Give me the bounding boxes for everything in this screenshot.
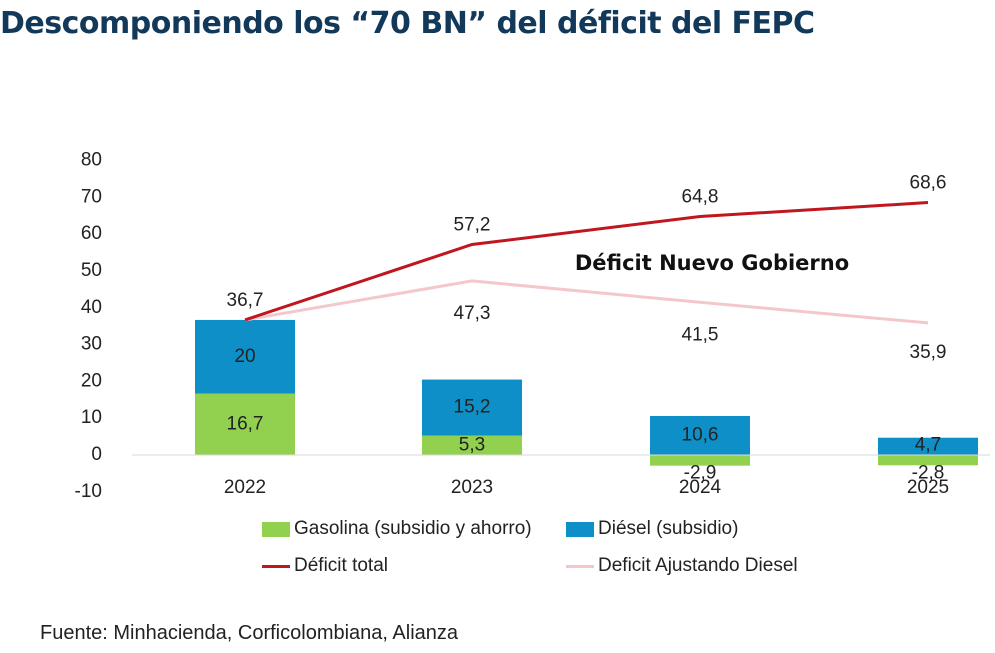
- x-tick-label: 2022: [224, 477, 266, 498]
- legend-label-deficit-total: Déficit total: [294, 555, 388, 576]
- data-label-deficit-ajustando: 35,9: [910, 342, 947, 363]
- line-deficit-ajustando: [244, 279, 929, 325]
- x-tick-label: 2024: [679, 477, 722, 498]
- legend-swatch-diesel: [566, 521, 594, 537]
- data-label-gasolina: 5,3: [459, 434, 485, 455]
- y-tick-label: 50: [81, 260, 102, 281]
- legend-item-deficit-total: Déficit total: [262, 555, 388, 577]
- data-label-diesel: 15,2: [454, 397, 491, 418]
- legend-item-diesel: Diésel (subsidio): [566, 518, 738, 540]
- legend-label-diesel: Diésel (subsidio): [598, 518, 739, 539]
- data-label-deficit-total: 57,2: [454, 215, 491, 236]
- data-label-deficit-total: 36,7: [227, 290, 264, 311]
- chart: -10 0 10 20 30 40 50 60 70 80 2022 2023 2024 2025 16,7…: [75, 150, 990, 502]
- bar-gasolina: [195, 393, 295, 455]
- y-tick-label: 80: [81, 150, 102, 171]
- source-note: Fuente: Minhacienda, Corficolombiana, Al…: [40, 622, 459, 644]
- annotation-deficit-nuevo-gobierno: Déficit Nuevo Gobierno: [575, 251, 849, 275]
- bar-gasolina: [878, 455, 978, 466]
- data-label-gasolina: -2,8: [912, 462, 945, 483]
- data-label-diesel: 4,7: [915, 435, 941, 456]
- data-label-diesel: 20: [234, 346, 255, 367]
- y-tick-label: 20: [81, 370, 102, 391]
- bar-diesel: [650, 415, 750, 455]
- bar-gasolina: [650, 455, 750, 466]
- x-tick-label: 2023: [451, 477, 493, 498]
- y-tick-label: 70: [81, 186, 102, 207]
- y-tick-label: 30: [81, 334, 102, 355]
- bar-diesel: [878, 437, 978, 455]
- x-tick-label: 2025: [907, 477, 949, 498]
- legend-label-gasolina: Gasolina (subsidio y ahorro): [294, 518, 532, 539]
- legend-label-deficit-ajustando: Deficit Ajustando Diesel: [598, 555, 798, 576]
- bar-gasolina: [422, 435, 522, 455]
- legend-item-gasolina: Gasolina (subsidio y ahorro): [262, 518, 532, 540]
- chart-title: Descomponiendo los “70 BN” del déficit d…: [0, 6, 815, 41]
- bar-diesel: [195, 319, 295, 394]
- y-tick-label: 40: [81, 297, 102, 318]
- y-tick-label: -10: [75, 481, 102, 502]
- line-deficit-total: [244, 201, 929, 322]
- y-tick-label: 60: [81, 223, 102, 244]
- data-label-deficit-ajustando: 47,3: [454, 303, 491, 324]
- data-label-deficit-total: 68,6: [910, 173, 947, 194]
- data-label-deficit-ajustando: 41,5: [682, 324, 719, 345]
- data-label-deficit-total: 64,8: [682, 187, 719, 208]
- data-label-gasolina: 16,7: [227, 413, 264, 434]
- y-tick-label: 10: [81, 407, 102, 428]
- bar-diesel: [422, 379, 522, 436]
- data-label-diesel: 10,6: [682, 425, 719, 446]
- legend-swatch-deficit-ajustando: [566, 564, 594, 568]
- legend-swatch-gasolina: [262, 521, 290, 537]
- legend-swatch-deficit-total: [262, 564, 290, 568]
- y-tick-label: 0: [91, 444, 102, 465]
- legend-item-deficit-ajustando: Deficit Ajustando Diesel: [566, 555, 798, 577]
- data-label-gasolina: -2,9: [684, 463, 717, 484]
